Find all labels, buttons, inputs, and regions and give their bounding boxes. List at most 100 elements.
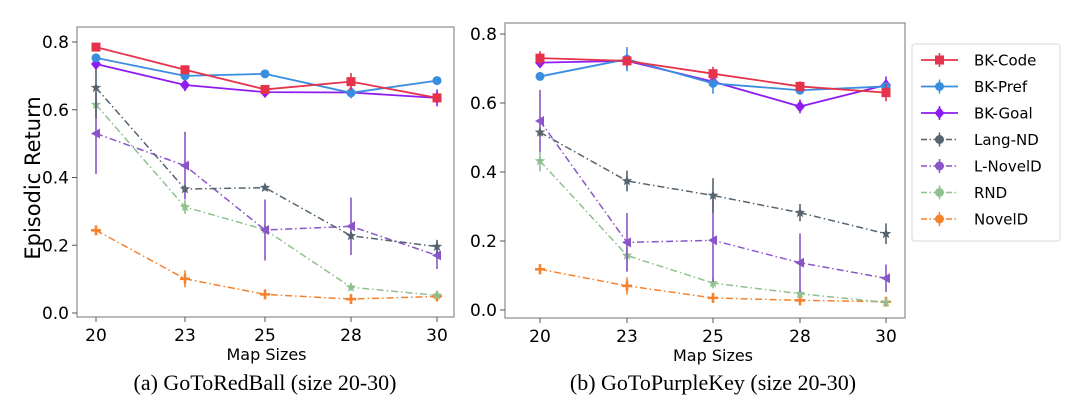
data-point xyxy=(260,225,269,236)
series-l-noveld xyxy=(535,89,890,293)
plot-area xyxy=(90,42,443,305)
legend: BK-Code BK-Pref BK-Goal Lang-ND L-NovelD RND N… xyxy=(911,43,1061,242)
legend-label: BK-Goal xyxy=(974,105,1033,123)
data-point xyxy=(707,190,719,200)
legend-marker xyxy=(935,214,944,224)
y-tick-label: 0.6 xyxy=(42,101,69,121)
x-tick-label: 28 xyxy=(789,327,811,347)
data-point xyxy=(91,128,100,139)
y-tick-label: 0.8 xyxy=(42,33,69,53)
legend-entry-bk-goal: BK-Goal xyxy=(921,105,1033,123)
legend-label: BK-Code xyxy=(974,52,1036,70)
series-noveld xyxy=(91,225,442,305)
data-point xyxy=(707,277,719,288)
series-line xyxy=(95,87,438,248)
axes-frame xyxy=(504,22,906,319)
chart-panel-goto-red-ball: 0.0 0.2 0.4 0.6 0.8 20 23 25 28 30 Map Sizes Epi… xyxy=(21,26,455,364)
x-axis-ticks: 20 23 25 28 30 xyxy=(529,318,897,347)
data-point xyxy=(431,241,443,252)
legend-marker xyxy=(935,188,944,197)
legend-marker xyxy=(935,161,944,171)
data-point xyxy=(708,292,718,303)
series-line xyxy=(539,131,887,235)
legend-label: NovelD xyxy=(974,211,1028,229)
legend-marker xyxy=(935,135,944,144)
x-tick-label: 20 xyxy=(529,327,551,347)
legend-label: L-NovelD xyxy=(974,158,1042,176)
data-point xyxy=(881,88,891,98)
data-point xyxy=(708,69,718,79)
legend-marker xyxy=(935,82,944,91)
y-tick-label: 0.2 xyxy=(470,232,497,252)
data-point xyxy=(180,65,190,75)
data-point xyxy=(260,289,270,300)
data-point xyxy=(346,294,356,305)
data-point xyxy=(794,288,806,299)
data-point xyxy=(259,182,271,193)
x-tick-label: 30 xyxy=(426,326,448,346)
series-bk-goal xyxy=(91,58,442,107)
data-point xyxy=(708,235,717,246)
data-point xyxy=(90,82,102,93)
caption-b: (b) GoToPurpleKey (size 20-30) xyxy=(569,370,857,395)
data-point xyxy=(91,53,101,63)
data-point xyxy=(535,115,544,126)
y-tick-label: 0.2 xyxy=(42,236,69,256)
caption-a: (a) GoToRedBall (size 20-30) xyxy=(133,370,397,395)
data-point xyxy=(432,76,442,86)
legend-entry-rnd: RND xyxy=(921,184,1007,202)
data-point xyxy=(535,53,545,63)
data-point xyxy=(345,230,357,241)
y-axis-label: Episodic Return xyxy=(21,96,45,259)
x-tick-label: 20 xyxy=(85,326,107,346)
y-tick-label: 0.0 xyxy=(42,304,69,324)
data-point xyxy=(346,221,355,232)
legend-entry-bk-code: BK-Code xyxy=(921,52,1036,70)
legend-entry-l-noveld: L-NovelD xyxy=(921,158,1042,176)
x-axis-ticks: 20 23 25 28 30 xyxy=(85,317,448,346)
data-point xyxy=(881,273,890,284)
legend-label: RND xyxy=(974,184,1007,202)
series-line xyxy=(95,104,438,297)
legend-entry-lang-nd: Lang-ND xyxy=(921,131,1039,149)
legend-marker xyxy=(934,107,945,119)
data-point xyxy=(534,155,546,166)
data-point xyxy=(431,289,443,300)
data-point xyxy=(91,58,101,71)
x-tick-label: 28 xyxy=(340,326,362,346)
x-axis-label: Map Sizes xyxy=(226,345,306,364)
y-tick-label: 0.8 xyxy=(470,25,497,45)
series-bk-code xyxy=(91,42,442,103)
data-point xyxy=(622,56,632,66)
series-rnd xyxy=(90,97,443,300)
legend-label: BK-Pref xyxy=(974,78,1028,96)
data-point xyxy=(180,79,190,92)
data-point xyxy=(795,257,804,268)
x-tick-label: 23 xyxy=(174,326,196,346)
data-point xyxy=(622,280,632,291)
x-axis-label: Map Sizes xyxy=(673,346,753,365)
series-lang-nd xyxy=(534,126,892,245)
data-point xyxy=(180,160,189,171)
y-axis-ticks: 0.0 0.2 0.4 0.6 0.8 xyxy=(42,33,77,324)
data-point xyxy=(535,71,545,81)
data-point xyxy=(432,93,442,103)
y-axis-ticks: 0.0 0.2 0.4 0.6 0.8 xyxy=(470,25,505,321)
data-point xyxy=(534,126,546,137)
x-tick-label: 23 xyxy=(616,327,638,347)
chart-panel-goto-purple-key: 0.0 0.2 0.4 0.6 0.8 20 23 25 28 30 Map Sizes xyxy=(470,22,906,365)
x-tick-label: 30 xyxy=(875,327,897,347)
data-point xyxy=(794,207,806,218)
data-point xyxy=(708,78,718,88)
x-tick-label: 25 xyxy=(254,326,276,346)
data-point xyxy=(179,201,191,212)
data-point xyxy=(180,273,190,284)
legend-entry-noveld: NovelD xyxy=(921,211,1028,229)
data-point xyxy=(535,264,545,275)
data-point xyxy=(345,281,357,292)
legend-entries: BK-Code BK-Pref BK-Goal Lang-ND L-NovelD RND N… xyxy=(921,52,1042,229)
data-point xyxy=(91,42,101,52)
data-point xyxy=(260,69,270,79)
data-point xyxy=(621,175,633,186)
legend-label: Lang-ND xyxy=(974,131,1039,149)
